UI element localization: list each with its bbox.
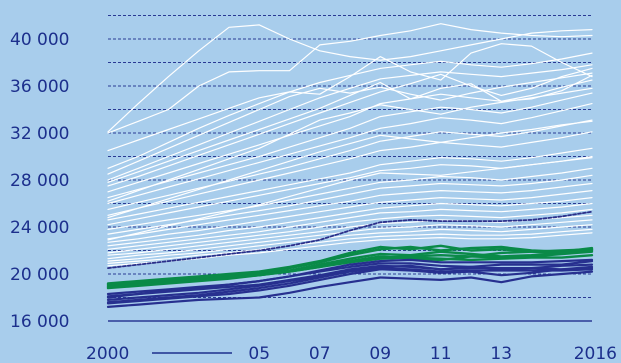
series-line-navy-6	[106, 264, 594, 298]
y-tick-label: 28 000	[10, 171, 69, 191]
y-tick-label: 16 000	[10, 312, 69, 332]
x-tick-label: 2016	[574, 344, 617, 363]
series-line-white-22	[107, 224, 593, 262]
series-lines	[106, 23, 594, 308]
y-tick-label: 40 000	[10, 30, 69, 50]
series-line-median-1	[107, 210, 593, 270]
series-line-white-2	[107, 23, 593, 134]
series-line-navy-5	[106, 270, 594, 308]
series-line-white-16	[107, 190, 593, 243]
x-tick-label: 07	[309, 344, 331, 363]
series-line-white-3	[107, 52, 593, 169]
series-line-green-5	[106, 253, 594, 289]
x-tick-label: 05	[248, 344, 270, 363]
x-axis-ticks: 2000 05 07 09 11 13 2016	[86, 344, 617, 363]
x-tick-label: 2000	[86, 344, 129, 363]
series-line-white-7	[107, 92, 593, 199]
series-line-white-13	[107, 167, 593, 230]
series-line-navy-7	[106, 267, 594, 304]
y-tick-label: 20 000	[10, 265, 69, 285]
series-line-white-30	[107, 74, 593, 183]
series-line-white-27	[107, 120, 593, 219]
series-line-white-8	[107, 102, 593, 205]
series-line-green-6	[106, 244, 594, 285]
series-line-white-9	[107, 119, 593, 210]
series-line-white-21	[107, 219, 593, 260]
y-axis-ticks: 16 000 20 000 24 000 28 000 32 000 36 000 40 0…	[10, 30, 69, 332]
series-line-white-10	[107, 131, 593, 216]
x-tick-label: 11	[430, 344, 452, 363]
series-line-white-17	[107, 197, 593, 247]
series-line-white-28	[107, 157, 593, 241]
series-line-white-4	[107, 64, 593, 181]
y-tick-label: 36 000	[10, 77, 69, 97]
x-tick-label: 13	[490, 344, 512, 363]
series-line-white-19	[107, 208, 593, 254]
series-line-navy-4	[106, 265, 594, 305]
y-tick-label: 32 000	[10, 124, 69, 144]
x-tick-label: 09	[369, 344, 391, 363]
series-line-white-25	[107, 72, 593, 175]
series-line-navy-2	[106, 260, 594, 299]
series-line-white-5	[107, 67, 593, 187]
y-tick-label: 24 000	[10, 218, 69, 238]
series-line-white-18	[107, 202, 593, 250]
series-line-white-1	[107, 24, 593, 133]
series-line-white-15	[107, 182, 593, 240]
series-line-white-29	[107, 43, 593, 152]
series-line-white-11	[107, 147, 593, 221]
series-line-navy-1	[106, 258, 594, 296]
series-line-white-23	[107, 228, 593, 264]
series-line-white-6	[107, 79, 593, 193]
